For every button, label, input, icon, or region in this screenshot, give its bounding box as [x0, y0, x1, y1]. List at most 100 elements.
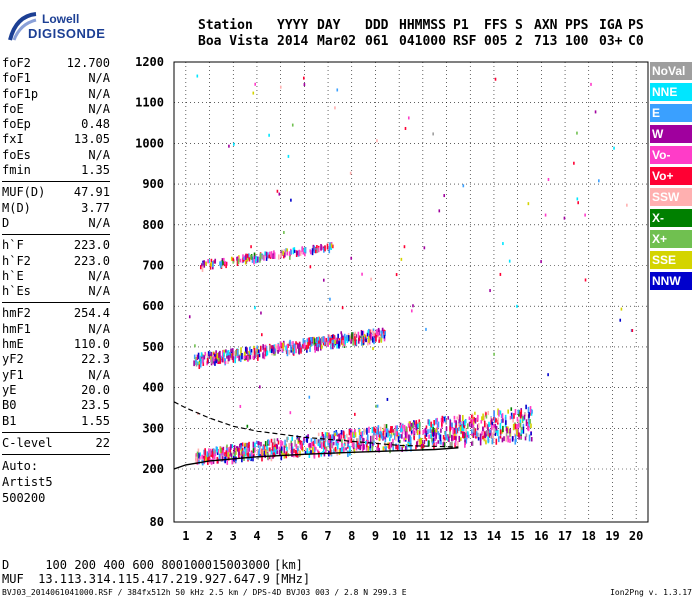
echo-point: [234, 350, 237, 357]
echo-point: [378, 434, 381, 441]
echo-point: [246, 347, 248, 355]
echo-point: [214, 359, 216, 366]
echo-point: [318, 440, 321, 447]
echo-point: [479, 434, 482, 441]
echo-point: [246, 253, 249, 259]
echo-point: [286, 248, 289, 256]
echo-point: [271, 351, 273, 356]
echo-point: [434, 435, 437, 442]
echo-point: [329, 434, 332, 441]
echo-point: [230, 446, 232, 450]
echo-point: [445, 426, 448, 432]
echo-point: [307, 434, 309, 439]
echo-point: [227, 454, 230, 461]
header-field-hhmmss: HHMMSS 041000: [399, 18, 446, 50]
noise-point: [425, 327, 427, 331]
echo-point: [529, 419, 531, 424]
echo-point: [512, 416, 514, 423]
echo-point: [416, 441, 418, 448]
echo-point: [530, 423, 532, 429]
echo-point: [347, 332, 350, 337]
echo-point: [225, 450, 228, 457]
echo-point: [306, 436, 309, 443]
echo-point: [457, 427, 460, 432]
echo-point: [233, 447, 236, 454]
noise-point: [372, 347, 374, 351]
profile-solid-line: [173, 447, 459, 470]
echo-point: [424, 434, 426, 439]
echo-point: [361, 431, 364, 437]
echo-point: [432, 427, 435, 433]
echo-point: [424, 427, 427, 434]
echo-point: [253, 453, 255, 458]
echo-point: [243, 451, 245, 457]
echo-point: [465, 432, 468, 440]
echo-point: [306, 338, 309, 343]
noise-point: [540, 260, 542, 264]
echo-point: [255, 255, 257, 262]
echo-point: [248, 257, 251, 262]
header-label: AXN: [534, 18, 558, 33]
echo-point: [470, 423, 473, 428]
echo-point: [319, 340, 322, 346]
echo-point: [381, 327, 384, 333]
echo-point: [487, 424, 489, 432]
echo-point: [356, 441, 359, 448]
logo-line2: DIGISONDE: [28, 26, 106, 41]
echo-point: [268, 440, 271, 446]
param-value: 13.05: [73, 132, 110, 147]
echo-point: [196, 361, 199, 366]
echo-point: [216, 449, 218, 453]
echo-point: [495, 418, 497, 422]
echo-point: [479, 439, 482, 446]
header-value: 03+: [599, 34, 623, 49]
noise-point: [613, 146, 615, 150]
param-row: foEs N/A: [2, 148, 110, 163]
echo-point: [406, 432, 408, 439]
echo-point: [297, 343, 299, 349]
header-value: C0: [628, 34, 644, 49]
echo-point: [212, 448, 215, 456]
echo-point: [243, 444, 246, 450]
echo-point: [231, 444, 234, 449]
echo-point: [518, 423, 520, 428]
echo-point: [405, 444, 408, 451]
param-value: N/A: [88, 101, 110, 116]
echo-point: [250, 350, 252, 355]
echo-point: [354, 429, 356, 436]
echo-point: [270, 454, 273, 462]
echo-point: [272, 253, 274, 260]
echo-point: [256, 449, 259, 454]
echo-point: [199, 265, 202, 270]
echo-point: [269, 345, 271, 352]
echo-point: [428, 440, 430, 447]
muf-value: 13.1: [38, 572, 67, 586]
echo-point: [222, 450, 225, 456]
header-field-day: DAY Mar02: [317, 18, 356, 50]
echo-point: [354, 432, 357, 438]
echo-point: [437, 421, 440, 428]
echo-point: [300, 347, 302, 354]
echo-point: [507, 409, 509, 414]
echo-point: [223, 352, 225, 356]
echo-point: [311, 248, 314, 256]
header-label: P1: [453, 18, 469, 33]
echo-point: [505, 433, 508, 440]
x-tick-label: 12: [439, 529, 453, 543]
header-value: 100: [565, 34, 589, 49]
echo-point: [296, 435, 299, 440]
echo-point: [492, 423, 495, 430]
echo-point: [330, 442, 333, 449]
echo-point: [244, 442, 246, 447]
echo-point: [384, 331, 386, 337]
echo-point: [292, 247, 295, 255]
echo-point: [282, 253, 285, 259]
param-value: N/A: [88, 367, 110, 382]
echo-point: [385, 446, 387, 452]
echo-point: [348, 429, 351, 436]
echo-point: [249, 350, 251, 355]
echo-point: [528, 421, 530, 428]
echo-point: [488, 421, 490, 427]
echo-point: [208, 450, 211, 457]
param-value: 20.0: [81, 382, 110, 397]
